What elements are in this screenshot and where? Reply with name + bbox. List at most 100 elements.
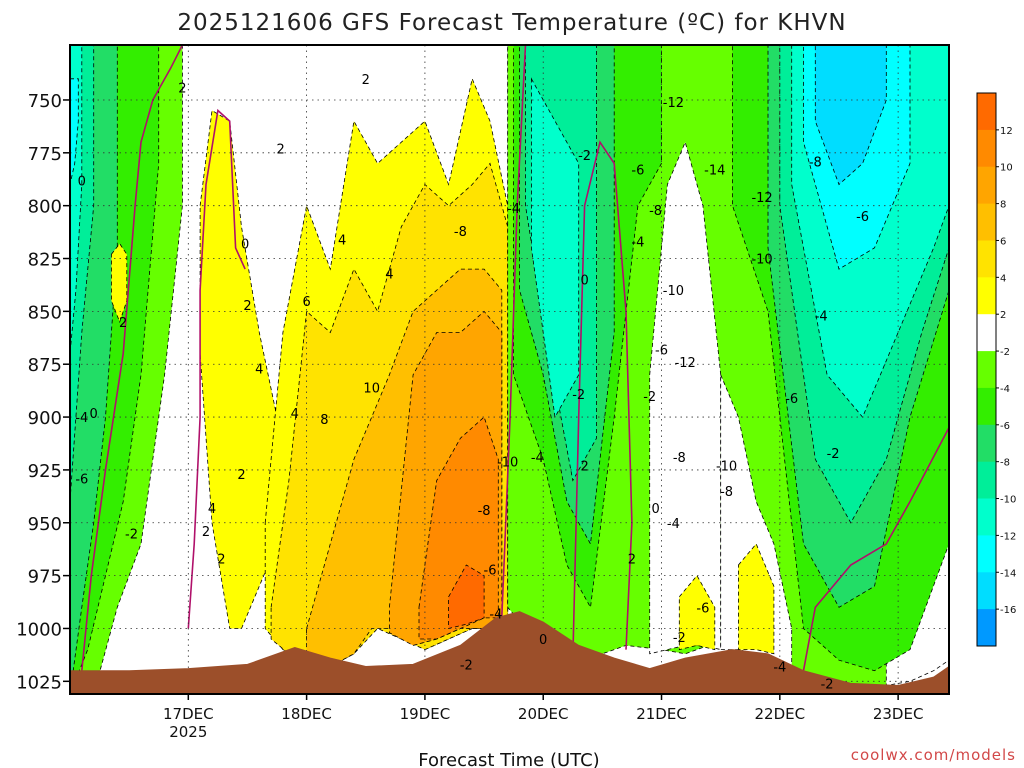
contour-label: -6 bbox=[655, 343, 668, 358]
contour-label: -2 bbox=[578, 149, 591, 164]
y-tick-label-1000: 1000 bbox=[16, 619, 62, 640]
colorbar-bin bbox=[977, 498, 996, 536]
y-tick-label-750: 750 bbox=[28, 91, 62, 112]
contour-label: 4 bbox=[338, 234, 346, 249]
x-axis-label: Forecast Time (UTC) bbox=[418, 750, 599, 768]
contour-label: -4 bbox=[75, 411, 88, 426]
contour-label: -4 bbox=[489, 608, 502, 623]
contour-label: -12 bbox=[663, 96, 684, 111]
contour-label: 0 bbox=[90, 407, 98, 422]
contour-label: -12 bbox=[751, 191, 772, 206]
contour-label: 0 bbox=[580, 274, 588, 289]
colorbar-label: 10 bbox=[1000, 163, 1013, 174]
contour-label: -8 bbox=[478, 504, 491, 519]
contour-label: 8 bbox=[320, 413, 328, 428]
contour-label: 6 bbox=[302, 295, 310, 310]
contour-label: 2 bbox=[243, 299, 251, 314]
contour-label: -2 bbox=[673, 631, 686, 646]
isotherm-zero-3 bbox=[572, 140, 633, 661]
contour-label: 2 bbox=[237, 468, 245, 483]
colorbar-frame bbox=[976, 92, 997, 647]
contour-label: -2 bbox=[572, 388, 585, 403]
colorbar-label: -4 bbox=[1000, 384, 1010, 395]
zero-isotherm-lines bbox=[81, 45, 949, 671]
terrain-fill bbox=[70, 611, 949, 694]
contour-label: 4 bbox=[291, 407, 299, 422]
contour-label: -6 bbox=[856, 210, 869, 225]
contour-label: 0 bbox=[539, 633, 547, 648]
contour-label: 2 bbox=[362, 73, 370, 88]
contour-label: -12 bbox=[675, 356, 696, 371]
contour-label: 2 bbox=[580, 460, 588, 475]
colorbar-bin bbox=[977, 351, 996, 389]
y-tick-label-900: 900 bbox=[28, 408, 62, 429]
temp-region--14to-12 bbox=[70, 78, 79, 185]
x-tick-label-19DEC: 19DEC bbox=[400, 705, 451, 723]
contour-label: -6 bbox=[631, 164, 644, 179]
y-tick-label-825: 825 bbox=[28, 250, 62, 271]
colorbar: 12 10 8 6 4 2 -2 -4 -6 -8 -10 -12 -14 -16 bbox=[976, 92, 1016, 647]
colorbar-label: -10 bbox=[1000, 495, 1016, 506]
isotherm-zero-2 bbox=[501, 45, 527, 618]
contour-label: 2 bbox=[276, 143, 284, 158]
colorbar-bin bbox=[977, 609, 996, 647]
contour-label: -8 bbox=[649, 204, 662, 219]
y-tick-label-775: 775 bbox=[28, 144, 62, 165]
y-tick-label-925: 925 bbox=[28, 461, 62, 482]
credit-text: coolwx.com/models bbox=[851, 746, 1016, 764]
x-tick-sublabel: 2025 bbox=[169, 723, 207, 741]
contour-label: -10 bbox=[751, 253, 772, 268]
y-tick-label-1025: 1025 bbox=[16, 672, 62, 693]
contour-label: -6 bbox=[75, 472, 88, 487]
y-tick-label-975: 975 bbox=[28, 567, 62, 588]
contour-label: -6 bbox=[785, 392, 798, 407]
contour-label: 0 bbox=[78, 174, 86, 189]
contour-label: -6 bbox=[484, 563, 497, 578]
isotherm-zero-1 bbox=[187, 108, 246, 629]
isotherm-zero-4 bbox=[802, 427, 949, 671]
contour-label: -14 bbox=[704, 164, 725, 179]
contour-label: -2 bbox=[821, 677, 834, 692]
colorbar-label: -2 bbox=[1000, 347, 1010, 358]
isotherm-zero-0 bbox=[81, 45, 184, 671]
contour-label: 0 bbox=[651, 502, 659, 517]
contour-label: -10 bbox=[716, 460, 737, 475]
contour-label: -6 bbox=[696, 601, 709, 616]
chart-title: 2025121606 GFS Forecast Temperature (ºC)… bbox=[177, 10, 846, 36]
contour-label: 0 bbox=[241, 238, 249, 253]
contour-label: -8 bbox=[454, 225, 467, 240]
colorbar-bin bbox=[977, 277, 996, 315]
colorbar-label: -16 bbox=[1000, 605, 1016, 616]
contour-label: -4 bbox=[667, 517, 680, 532]
x-tick-label-17DEC: 17DEC bbox=[163, 705, 214, 723]
colorbar-bin bbox=[977, 572, 996, 610]
x-tick-label-20DEC: 20DEC bbox=[518, 705, 569, 723]
temp-region--16to-14 bbox=[814, 45, 887, 186]
colorbar-bin bbox=[977, 535, 996, 573]
contour-label: 2 bbox=[178, 81, 186, 96]
contour-label: -10 bbox=[663, 284, 684, 299]
colorbar-bin bbox=[977, 387, 996, 426]
contour-label: 10 bbox=[363, 382, 380, 397]
x-tick-label-22DEC: 22DEC bbox=[755, 705, 806, 723]
colorbar-bin bbox=[977, 314, 996, 352]
colorbar-label: -6 bbox=[1000, 421, 1010, 432]
x-tick-label-21DEC: 21DEC bbox=[636, 705, 687, 723]
contour-label: -10 bbox=[497, 456, 518, 471]
contour-label: 2 bbox=[628, 553, 636, 568]
y-tick-label-950: 950 bbox=[28, 514, 62, 535]
contour-label: -8 bbox=[809, 155, 822, 170]
colorbar-label: 12 bbox=[1000, 126, 1013, 137]
contour-label: -8 bbox=[720, 485, 733, 500]
y-tick-label-800: 800 bbox=[28, 197, 62, 218]
contour-label: -2 bbox=[460, 658, 473, 673]
colorbar-label: 4 bbox=[1000, 273, 1006, 284]
colorbar-bin bbox=[977, 203, 996, 241]
colorbar-bin bbox=[977, 93, 996, 131]
colorbar-bin bbox=[977, 240, 996, 278]
contour-label: 4 bbox=[208, 502, 216, 517]
colorbar-label: -14 bbox=[1000, 568, 1016, 579]
contour-label: -4 bbox=[815, 310, 828, 325]
